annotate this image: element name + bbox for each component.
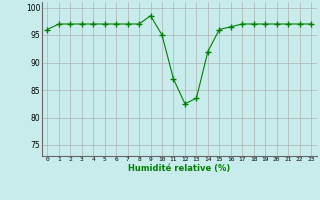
X-axis label: Humidité relative (%): Humidité relative (%) (128, 164, 230, 173)
